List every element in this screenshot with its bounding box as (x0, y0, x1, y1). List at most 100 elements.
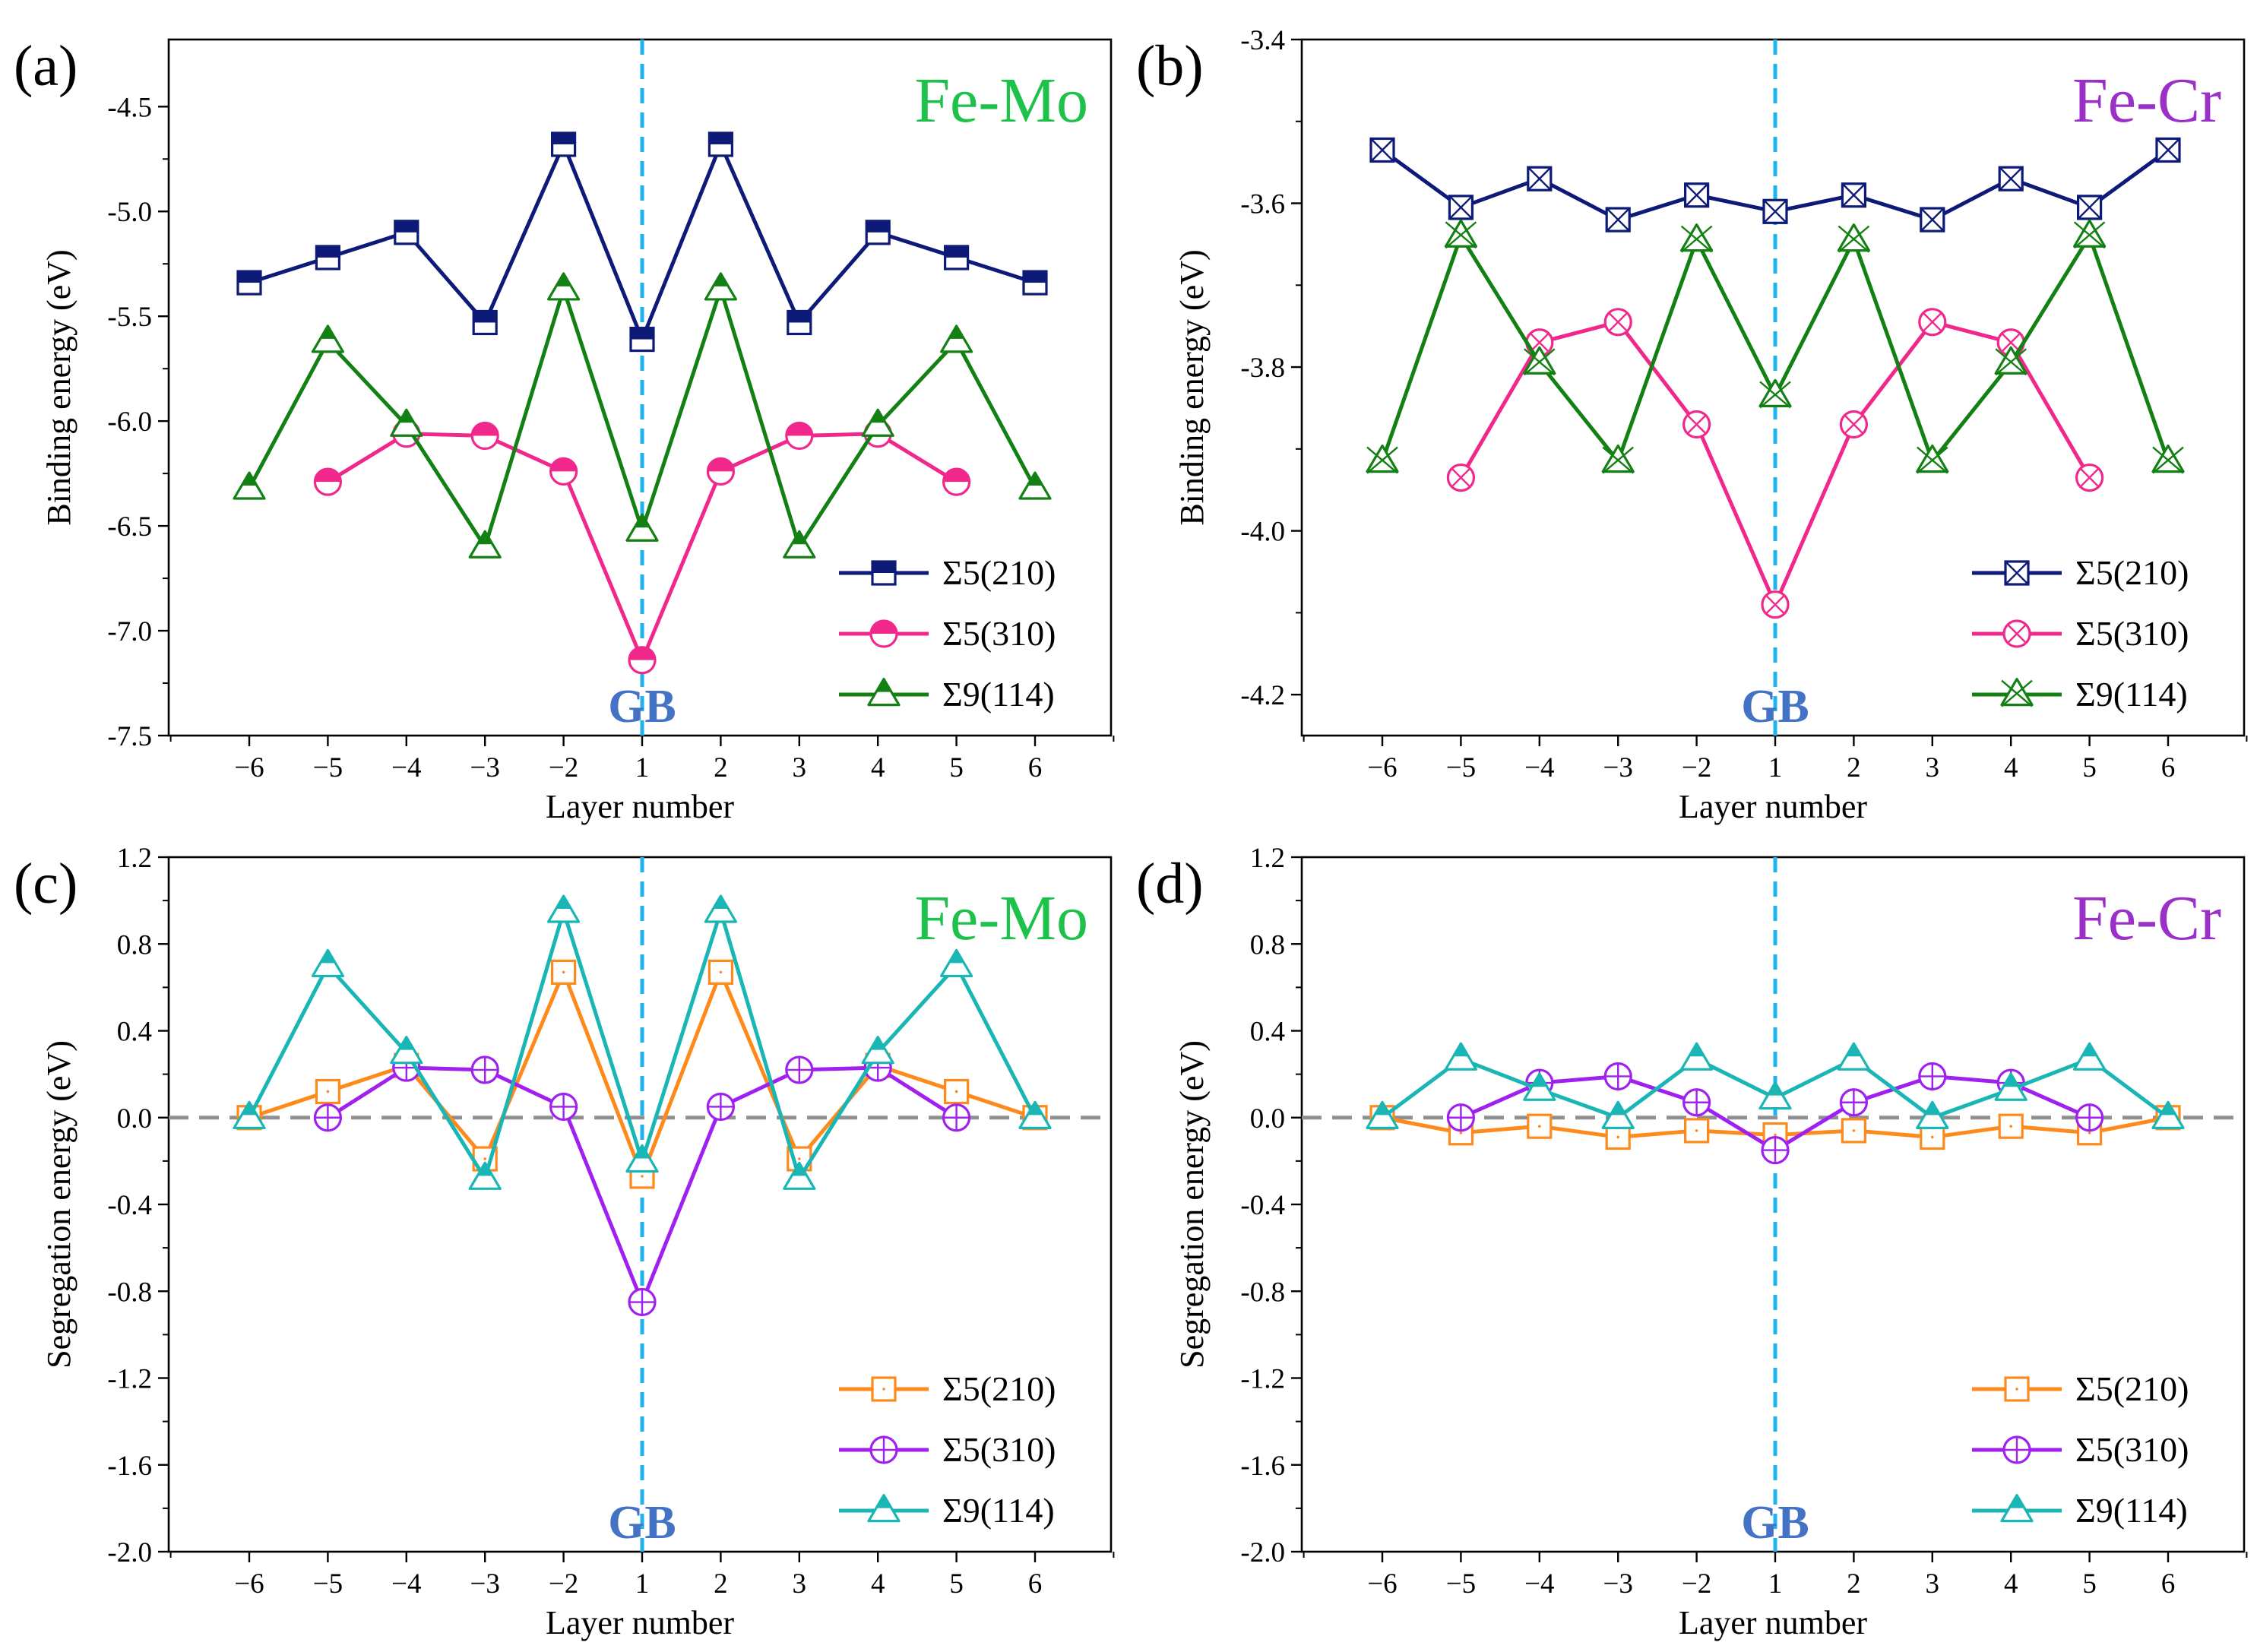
legend-marker-fill (2009, 1495, 2024, 1508)
data-point-x2 (1524, 348, 1556, 376)
panel-b: -3.4 -3.6 -3.8 -4.0 -4.2 −6 −5 −4 −3 −2 1 2 3 4 5 6 Laye… (1136, 25, 2248, 825)
x-tick-label: −3 (470, 1568, 500, 1600)
y-tick-label: -1.2 (1240, 1364, 1285, 1395)
data-point (1601, 444, 1635, 473)
y-axis-label: Binding energy (eV) (1173, 249, 1211, 525)
data-point-x2 (1922, 312, 1942, 332)
data-point-x2 (2079, 467, 2100, 488)
data-point-fill (394, 220, 418, 233)
data-point-dot (1459, 1131, 1463, 1135)
data-point (1841, 1118, 1866, 1144)
series-2 (1366, 219, 2185, 474)
data-point (2073, 219, 2107, 248)
y-tick-label: -4.5 (107, 92, 152, 123)
data-point-x2 (1999, 166, 2024, 191)
data-point-dot (1538, 1125, 1541, 1128)
data-point-x2 (2073, 221, 2106, 249)
x-tick-label: 3 (793, 752, 807, 783)
data-point-fill (552, 132, 575, 144)
data-point (1916, 444, 1949, 473)
data-point-fill (1024, 271, 1046, 283)
legend-label: Σ5(310) (2075, 1430, 2189, 1469)
data-point-dot (798, 1157, 801, 1160)
data-point-fill (707, 458, 734, 472)
legend-marker-fill (876, 1495, 891, 1508)
data-point-fill (629, 647, 655, 660)
x-tick-label: 3 (1926, 1568, 1940, 1600)
x-tick-label: −5 (1446, 752, 1476, 783)
legend-label: Σ5(210) (2075, 553, 2189, 592)
data-point-x2 (1686, 414, 1707, 435)
data-point-fill (2160, 1102, 2176, 1116)
y-tick-label: 0.4 (1250, 1017, 1285, 1048)
data-point-fill (477, 1163, 493, 1176)
panel-label: (c) (14, 852, 78, 916)
data-point-fill (1610, 1102, 1626, 1116)
data-point-x2 (1602, 446, 1634, 474)
data-point-fill (398, 410, 414, 423)
data-point-fill (1924, 1102, 1940, 1116)
data-point-dot (719, 970, 723, 974)
y-tick-label: -4.2 (1240, 680, 1285, 711)
x-tick-label: 5 (2082, 752, 2097, 783)
legend: Σ5(210) Σ5(310) Σ9(114) (1972, 1369, 2189, 1530)
x-tick-label: −6 (234, 1568, 264, 1600)
panel-title: Fe-Cr (2072, 883, 2221, 954)
data-point-fill (1846, 1043, 1862, 1057)
data-point-x2 (1838, 225, 1870, 253)
x-tick-label: −2 (1682, 1568, 1711, 1600)
data-point-dot (1931, 1135, 1934, 1139)
data-point-fill (242, 473, 257, 486)
x-tick-label: −2 (549, 752, 578, 783)
y-tick-label: 0.8 (117, 929, 152, 961)
data-point-fill (786, 422, 812, 436)
data-point-fill (948, 325, 964, 339)
data-point-x2 (2077, 195, 2102, 220)
data-point-fill (477, 531, 493, 545)
data-point (1680, 223, 1714, 252)
data-point-dot (2088, 1131, 2091, 1135)
panel-label: (a) (14, 34, 78, 98)
y-tick-label: -5.0 (107, 197, 152, 228)
x-tick-label: 4 (871, 752, 885, 783)
x-tick-label: 5 (949, 1568, 964, 1600)
x-tick-label: −4 (1524, 1568, 1554, 1600)
x-tick-label: 1 (635, 752, 650, 783)
data-point-fill (1453, 1043, 1469, 1057)
y-tick-label: -0.4 (107, 1190, 152, 1221)
y-tick-label: -3.6 (1240, 189, 1285, 220)
legend-marker-fill (871, 621, 897, 634)
data-point-fill (242, 1102, 257, 1116)
data-point-x2 (1606, 207, 1631, 232)
data-point-fill (320, 950, 336, 964)
x-tick-label: −4 (391, 752, 421, 783)
x-tick-label: 5 (949, 752, 964, 783)
y-tick-label: 1.2 (117, 843, 152, 874)
data-point-x2 (2152, 446, 2184, 474)
legend-label: Σ5(310) (942, 1430, 1056, 1469)
legend-label: Σ5(310) (2075, 614, 2189, 653)
x-tick-label: −2 (1682, 752, 1711, 783)
legend-marker-fill (872, 562, 895, 573)
x-tick-label: 4 (2004, 752, 2018, 783)
data-point-x2 (2156, 138, 2180, 163)
data-point-fill (709, 132, 733, 144)
x-tick-label: −6 (1367, 1568, 1397, 1600)
x-tick-label: −5 (313, 1568, 343, 1600)
plot-frame (167, 38, 1113, 737)
data-point-dot (1695, 1129, 1698, 1132)
x-tick-label: −6 (234, 752, 264, 783)
x-tick-label: −3 (1603, 752, 1633, 783)
data-point-fill (2081, 1043, 2097, 1057)
data-point-x2 (1370, 138, 1394, 163)
x-tick-label: 6 (2161, 1568, 2176, 1600)
x-tick-label: 3 (1926, 752, 1940, 783)
data-point-fill (556, 273, 571, 286)
y-axis-label: Binding energy (eV) (40, 249, 78, 525)
data-point-fill (550, 458, 577, 472)
x-tick-label: 2 (714, 1568, 728, 1600)
x-tick-label: −5 (313, 752, 343, 783)
data-point-fill (1375, 1102, 1390, 1116)
data-point-x2 (1920, 207, 1945, 232)
